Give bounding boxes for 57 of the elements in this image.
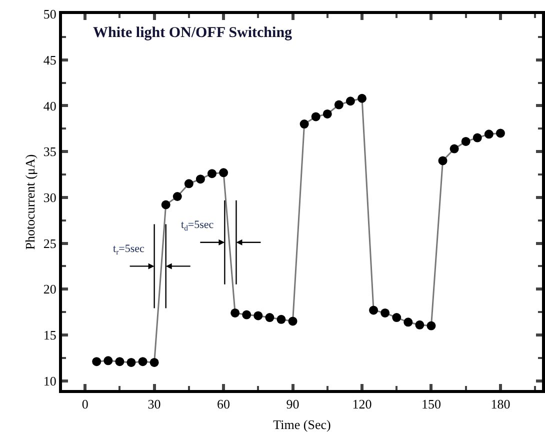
y-tick-label: 40 [43,98,56,114]
point [322,109,332,118]
x-tick-label: 90 [286,396,300,412]
point [219,168,228,178]
point [380,308,390,318]
annotation: t$_{d}$=5sec [181,219,214,232]
y-axis-title: Photocurrent (μA) [22,154,38,250]
point [138,357,148,366]
x-tick-label: 180 [490,396,510,412]
point [288,316,298,326]
point [358,94,366,103]
point [208,169,216,178]
point [126,358,136,367]
point [334,100,344,110]
y-tick-label: 30 [43,190,56,205]
y-tick-label: 35 [43,144,56,160]
point [172,192,182,201]
x-tick-label: 60 [217,396,230,412]
point [196,174,205,184]
point [426,321,436,330]
point [346,96,355,106]
point [461,136,470,146]
point [230,308,240,318]
annotation: t$_{r}$=5sec [113,243,144,256]
y-tick-label: 10 [43,373,56,388]
point [484,130,494,139]
point [311,112,320,122]
point [450,144,459,154]
y-tick-label: 20 [43,282,56,297]
y-tick-label: 45 [43,52,56,68]
text: White light ON/OFF Switching [93,25,293,41]
x-axis-title: Time (Sec) [273,417,331,432]
point [369,306,378,315]
x-tick-label: 120 [352,396,372,412]
point [415,320,424,330]
point [104,356,113,366]
point [300,120,309,129]
point [254,311,263,320]
point [276,314,286,324]
point [392,313,402,322]
point [115,357,124,366]
point [265,313,274,322]
y-tick-label: 15 [43,328,56,343]
point [242,310,252,320]
x-tick-label: 0 [82,396,88,412]
point [496,128,505,138]
y-tick-label: 25 [43,236,56,251]
point [404,318,413,327]
point [184,179,194,188]
x-tick-label: 30 [148,396,161,412]
point [472,133,482,142]
point [150,358,159,367]
x-tick-label: 150 [421,396,441,412]
y-tick-label: 50 [43,6,56,22]
point [161,200,170,210]
point [438,156,448,166]
point [92,357,102,366]
